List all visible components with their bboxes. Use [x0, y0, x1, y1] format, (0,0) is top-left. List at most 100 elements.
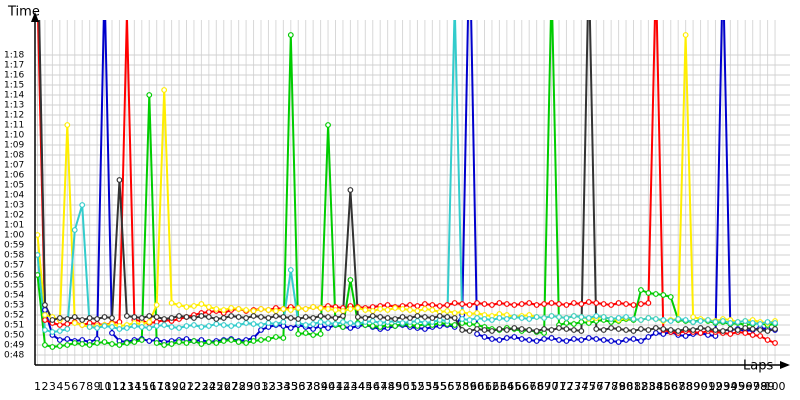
- x-tick-label: 79: [612, 380, 626, 393]
- lap-point: [742, 325, 749, 331]
- lap-point: [749, 332, 756, 338]
- lap-point: [757, 333, 764, 339]
- lap-point: [474, 315, 480, 321]
- lap-point: [250, 313, 257, 319]
- lap-point: [168, 300, 175, 306]
- lap-point: [205, 309, 212, 315]
- x-tick-label: 16: [142, 380, 156, 393]
- y-tick-label: 1:17: [4, 61, 24, 71]
- x-tick-label: 32: [261, 380, 275, 393]
- lap-point: [414, 308, 421, 314]
- lap-point: [295, 305, 302, 311]
- y-tick-label: 1:16: [4, 71, 24, 81]
- lap-point: [541, 301, 547, 307]
- x-tick-label: 89: [686, 380, 700, 393]
- lap-point: [243, 307, 250, 313]
- lap-point: [548, 327, 555, 333]
- x-tick-label: 50: [396, 380, 410, 393]
- x-tick-label: 58: [455, 380, 469, 393]
- y-tick-label: 0:49: [4, 341, 24, 351]
- lap-point: [205, 304, 212, 310]
- lap-point: [489, 336, 495, 342]
- lap-point: [466, 302, 473, 308]
- lap-point: [749, 326, 756, 332]
- series-line: [38, 20, 776, 333]
- x-tick-label: 51: [403, 380, 417, 393]
- lap-point: [198, 341, 205, 347]
- lap-point: [109, 330, 115, 336]
- lap-point: [645, 290, 652, 296]
- lap-point: [764, 337, 771, 343]
- lap-point: [407, 302, 413, 308]
- y-tick-label: 0:48: [4, 351, 24, 361]
- lap-point: [459, 301, 466, 307]
- lap-point: [511, 325, 518, 331]
- lap-point: [287, 307, 294, 313]
- lap-point: [466, 317, 473, 323]
- lap-point: [466, 328, 473, 334]
- lap-point: [273, 308, 279, 314]
- lap-point: [571, 336, 577, 342]
- lap-point: [332, 315, 339, 321]
- lap-point: [116, 342, 123, 348]
- lap-point: [369, 308, 376, 314]
- lap-point: [258, 327, 264, 333]
- lap-point: [258, 306, 264, 312]
- lap-point: [727, 320, 734, 326]
- x-tick-label: 34: [276, 380, 290, 393]
- lap-point: [354, 305, 361, 311]
- lap-point: [675, 328, 682, 334]
- lap-point: [317, 331, 324, 337]
- lap-point: [556, 301, 562, 307]
- series-line: [37, 20, 776, 344]
- y-tick-label: 0:51: [4, 321, 24, 331]
- lap-point: [49, 317, 56, 323]
- lap-point: [36, 252, 41, 258]
- lap-point: [116, 326, 123, 332]
- lap-point: [638, 287, 644, 293]
- y-tick-label: 1:18: [4, 51, 24, 61]
- x-tick-label: 42: [336, 380, 350, 393]
- lap-point: [235, 339, 242, 345]
- lap-point: [325, 320, 331, 326]
- x-tick-label: 55: [433, 380, 447, 393]
- lap-point: [302, 322, 309, 328]
- lap-point: [123, 340, 130, 346]
- lap-point: [608, 316, 615, 322]
- lap-point: [280, 314, 287, 320]
- lap-point: [146, 313, 153, 319]
- lap-point: [265, 315, 272, 321]
- x-tick-label: 83: [641, 380, 655, 393]
- y-tick-label: 0:55: [4, 281, 24, 291]
- lap-point: [42, 307, 48, 313]
- lap-point: [243, 320, 250, 326]
- lap-point: [176, 325, 182, 331]
- lap-point: [64, 122, 71, 128]
- lap-point: [287, 315, 294, 321]
- lap-point: [302, 314, 309, 320]
- x-tick-label: 26: [217, 380, 231, 393]
- lap-point: [265, 320, 272, 326]
- lap-point: [489, 302, 495, 308]
- lap-point: [600, 301, 607, 307]
- lap-point: [630, 302, 637, 308]
- x-tick-label: 27: [224, 380, 238, 393]
- lap-point: [600, 314, 607, 320]
- lap-point: [660, 326, 667, 332]
- lap-point: [548, 300, 555, 306]
- x-tick-label: 97: [746, 380, 760, 393]
- lap-point: [705, 326, 711, 332]
- lap-point: [310, 321, 317, 327]
- lap-point: [638, 317, 644, 323]
- lap-point: [578, 328, 585, 334]
- lap-point: [712, 319, 719, 325]
- lap-point: [556, 337, 562, 343]
- x-tick-label: 38: [306, 380, 320, 393]
- lap-point: [556, 314, 562, 320]
- lap-point: [325, 306, 331, 312]
- y-tick-label: 1:15: [4, 81, 24, 91]
- lap-point: [623, 314, 629, 320]
- lap-point: [310, 326, 317, 332]
- lap-point: [682, 317, 689, 323]
